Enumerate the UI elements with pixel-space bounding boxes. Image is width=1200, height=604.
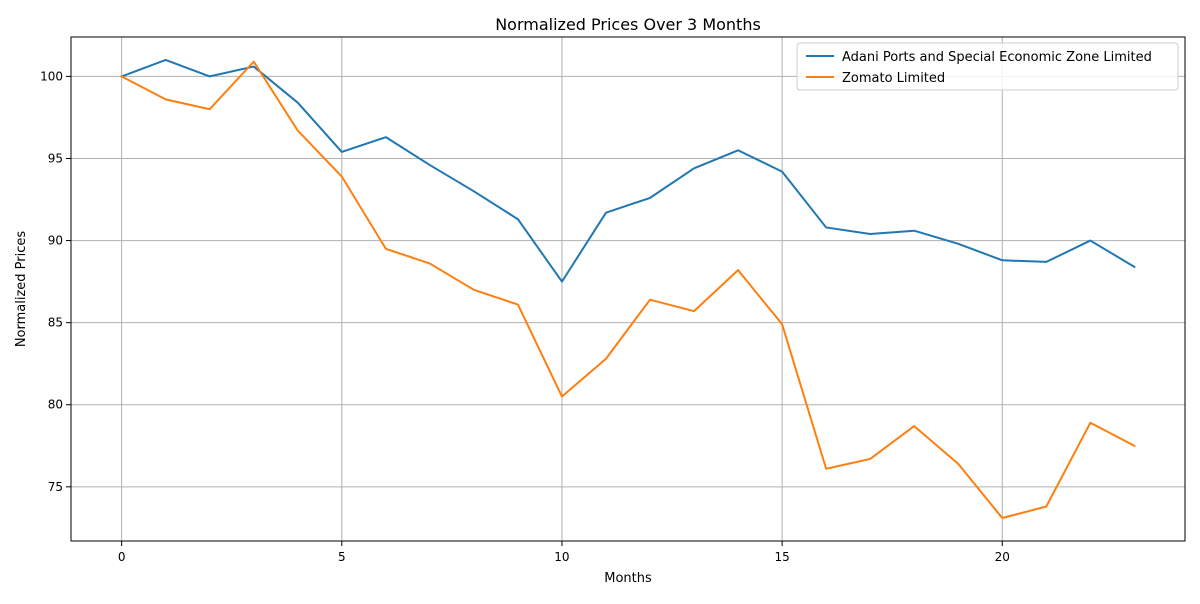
legend-label-adani: Adani Ports and Special Economic Zone Li… [842,50,1152,65]
y-tick-label: 95 [48,151,63,165]
x-tick-label: 5 [338,550,346,564]
x-tick-label: 0 [118,550,126,564]
y-tick-label: 80 [48,398,63,412]
y-tick-label: 85 [48,316,63,330]
legend-label-zomato: Zomato Limited [842,71,945,86]
y-tick-label: 100 [40,69,63,83]
y-tick-label: 75 [48,480,63,494]
x-tick-label: 20 [995,550,1010,564]
legend: Adani Ports and Special Economic Zone Li… [796,42,1179,91]
x-axis-label: Months [604,571,652,586]
series-line-adani-ports [120,58,1136,283]
legend-box [796,42,1179,91]
chart-title: Normalized Prices Over 3 Months [495,15,761,34]
grid-lines [71,37,1185,541]
y-axis-label: Normalized Prices [14,231,29,348]
y-tick-label: 90 [48,234,63,248]
x-tick-label: 10 [554,550,569,564]
x-axis-ticks: 0 5 10 15 20 [118,541,1010,564]
plot-area-frame [70,36,1186,542]
y-axis-ticks: 75 80 85 90 95 100 [40,69,71,494]
series-lines [120,58,1136,520]
x-tick-label: 15 [774,550,789,564]
series-line-zomato [120,60,1136,520]
